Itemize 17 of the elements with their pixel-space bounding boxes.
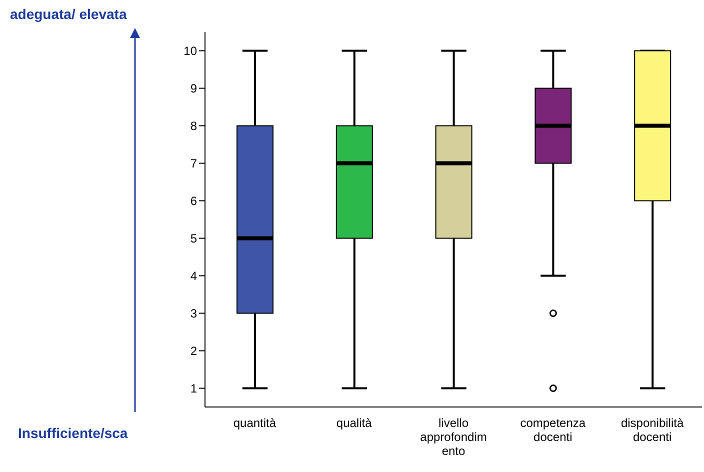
x-tick-label: qualità: [336, 416, 372, 430]
y-tick-label: 10: [184, 44, 198, 58]
x-tick-label: disponibilità docenti: [620, 416, 684, 444]
y-tick-label: 1: [190, 382, 198, 396]
y-tick-label: 2: [190, 344, 198, 358]
x-tick-label: competenza docenti: [520, 416, 586, 444]
x-tick-label: livello approfondim ento: [420, 416, 487, 458]
y-tick-label: 9: [190, 82, 198, 96]
y-tick-label: 3: [190, 306, 198, 321]
text: adeguata/ elevata: [10, 6, 127, 22]
x-tick-label: quantità: [233, 416, 276, 430]
y-tick-label: 7: [190, 156, 198, 171]
y-tick-label: 4: [190, 269, 198, 284]
text: Insufficiente/sca: [18, 425, 128, 441]
y-tick-label: 6: [190, 194, 198, 208]
y-tick-label: 5: [190, 232, 198, 246]
y-tick-label: 8: [190, 119, 198, 134]
